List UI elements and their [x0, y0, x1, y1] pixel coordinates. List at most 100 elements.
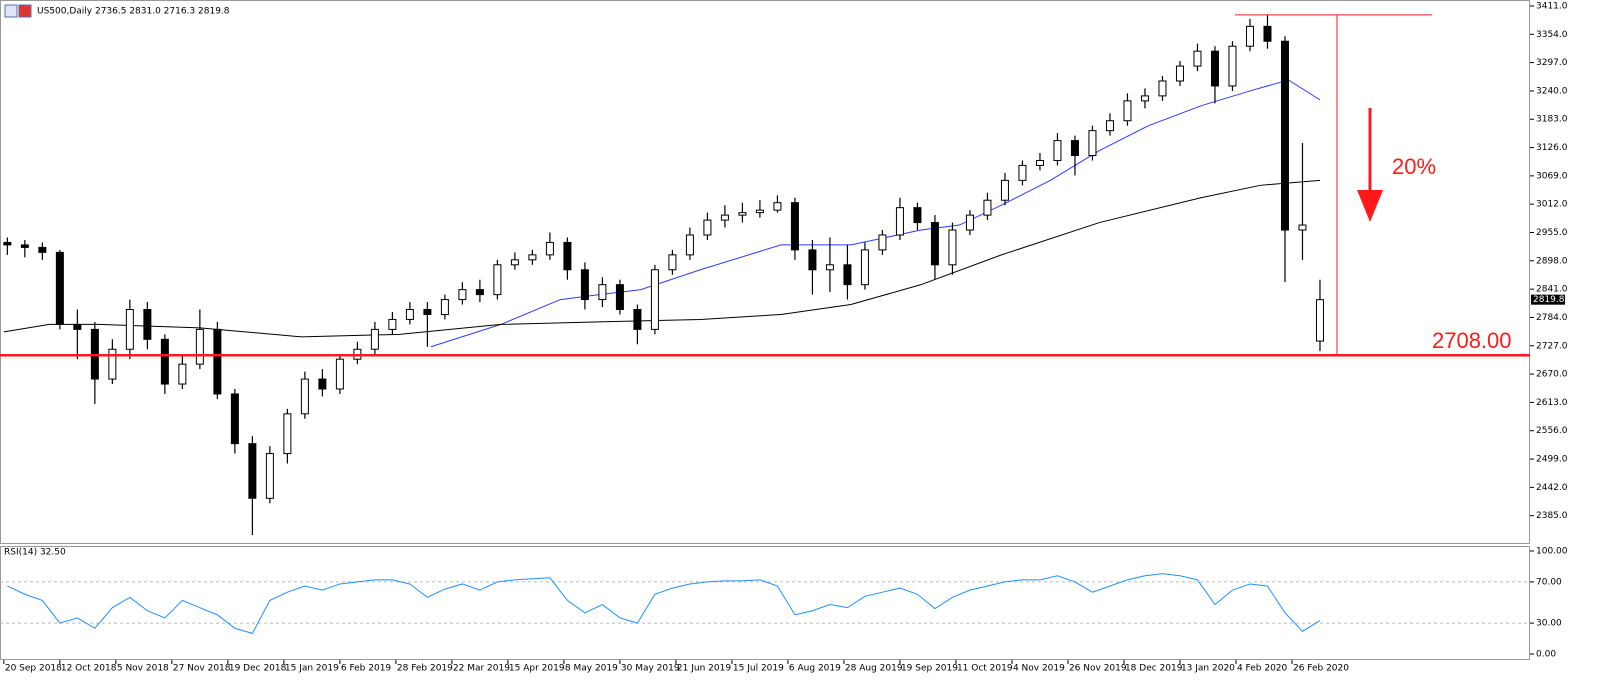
candle-body	[143, 309, 152, 340]
candle-body	[1035, 159, 1044, 166]
candle-body	[125, 309, 134, 350]
candle-body	[738, 212, 747, 216]
candle-body	[1210, 50, 1219, 87]
candle-body	[405, 309, 414, 320]
moving-average	[430, 79, 1321, 348]
y-tick-label: 2670.0	[1536, 370, 1568, 380]
rsi-tick-label: 70.00	[1536, 577, 1562, 587]
y-tick-label: 2841.0	[1536, 285, 1568, 295]
candle-body	[213, 328, 222, 395]
change-label: 20%	[1392, 154, 1436, 179]
candle-body	[615, 284, 624, 311]
candle-body	[20, 244, 29, 248]
candle-body	[440, 299, 449, 315]
rsi-panel	[0, 546, 1530, 660]
y-tick-label: 2784.0	[1536, 313, 1568, 323]
candle-body	[1070, 140, 1079, 157]
x-tick-label: 6 Feb 2019	[341, 664, 392, 674]
rsi-line	[7, 573, 1321, 634]
candle-body	[300, 378, 309, 415]
candle-body	[773, 202, 782, 211]
candle-body	[1298, 224, 1307, 231]
support-label: 2708.00	[1432, 328, 1512, 353]
y-tick-label: 3183.0	[1536, 115, 1568, 125]
candle-body	[370, 328, 379, 350]
candle-body	[1000, 179, 1009, 201]
candle-body	[1088, 130, 1097, 157]
y-tick-label: 2499.0	[1536, 455, 1568, 465]
candle-body	[965, 214, 974, 231]
candle-body	[318, 378, 327, 390]
x-tick-label: 4 Nov 2019	[1013, 664, 1065, 674]
y-tick-label: 2613.0	[1536, 398, 1568, 408]
x-tick-label: 11 Oct 2019	[957, 664, 1013, 674]
candle-body	[878, 234, 887, 251]
x-tick-label: 15 Jul 2019	[733, 664, 784, 674]
candle-body	[983, 199, 992, 216]
candle-body	[73, 323, 82, 330]
candle-body	[703, 219, 712, 236]
chart-title: US500,Daily 2736.5 2831.0 2716.3 2819.8	[37, 7, 230, 17]
candle-body	[930, 222, 939, 266]
y-tick-label: 2727.0	[1536, 341, 1568, 351]
candle-body	[913, 207, 922, 224]
x-tick-label: 4 Feb 2020	[1237, 664, 1288, 674]
candle-body	[195, 328, 204, 365]
x-tick-label: 30 May 2019	[621, 664, 680, 674]
y-tick-label: 3240.0	[1536, 86, 1568, 96]
candle-body	[1123, 100, 1132, 122]
candle-body	[55, 251, 64, 325]
candle-body	[843, 264, 852, 286]
x-tick-label: 26 Feb 2020	[1293, 664, 1349, 674]
candle-body	[1158, 80, 1167, 97]
x-tick-label: 27 Nov 2018	[173, 664, 231, 674]
candle-body	[860, 249, 869, 286]
x-tick-label: 28 Aug 2019	[845, 664, 903, 674]
candle-body	[160, 338, 169, 385]
candle-body	[3, 241, 12, 246]
candle-body	[178, 363, 187, 385]
candle-body	[720, 214, 729, 221]
candle-body	[1018, 164, 1027, 181]
candle-body	[545, 241, 554, 256]
candle-body	[388, 318, 397, 330]
candle-body	[493, 264, 502, 296]
candle-body	[230, 393, 239, 445]
down-arrow	[1357, 108, 1383, 222]
candle-body	[248, 443, 257, 499]
rsi-tick-label: 0.00	[1536, 650, 1556, 660]
last-price-label: 2819.8	[1533, 295, 1565, 305]
x-tick-label: 8 May 2019	[565, 664, 618, 674]
y-tick-label: 3411.0	[1536, 1, 1568, 11]
candle-body	[580, 269, 589, 301]
symbol-icon	[4, 4, 32, 18]
y-tick-label: 3069.0	[1536, 171, 1568, 181]
candle-body	[685, 234, 694, 256]
last-price-box	[1531, 294, 1565, 305]
x-tick-label: 19 Sep 2019	[901, 664, 958, 674]
candle-body	[668, 254, 677, 271]
y-tick-label: 3297.0	[1536, 58, 1568, 68]
candle-body	[790, 202, 799, 251]
x-tick-label: 19 Dec 2018	[229, 664, 287, 674]
candle-body	[265, 453, 274, 499]
y-tick-label: 2955.0	[1536, 228, 1568, 238]
x-tick-label: 15 Apr 2019	[509, 664, 565, 674]
y-tick-label: 2898.0	[1536, 256, 1568, 266]
candle-body	[808, 249, 817, 271]
candle-body	[458, 289, 467, 301]
x-tick-label: 21 Jun 2019	[677, 664, 731, 674]
x-tick-label: 15 Jan 2019	[285, 664, 339, 674]
candle-body	[563, 241, 572, 271]
candle-body	[335, 358, 344, 390]
candle-body	[423, 309, 432, 315]
candle-body	[1228, 45, 1237, 87]
candle-body	[475, 289, 484, 296]
candle-body	[1315, 299, 1324, 342]
candle-body	[598, 284, 607, 301]
candle-body	[108, 348, 117, 380]
candle-body	[1263, 25, 1272, 42]
candle-body	[510, 259, 519, 266]
